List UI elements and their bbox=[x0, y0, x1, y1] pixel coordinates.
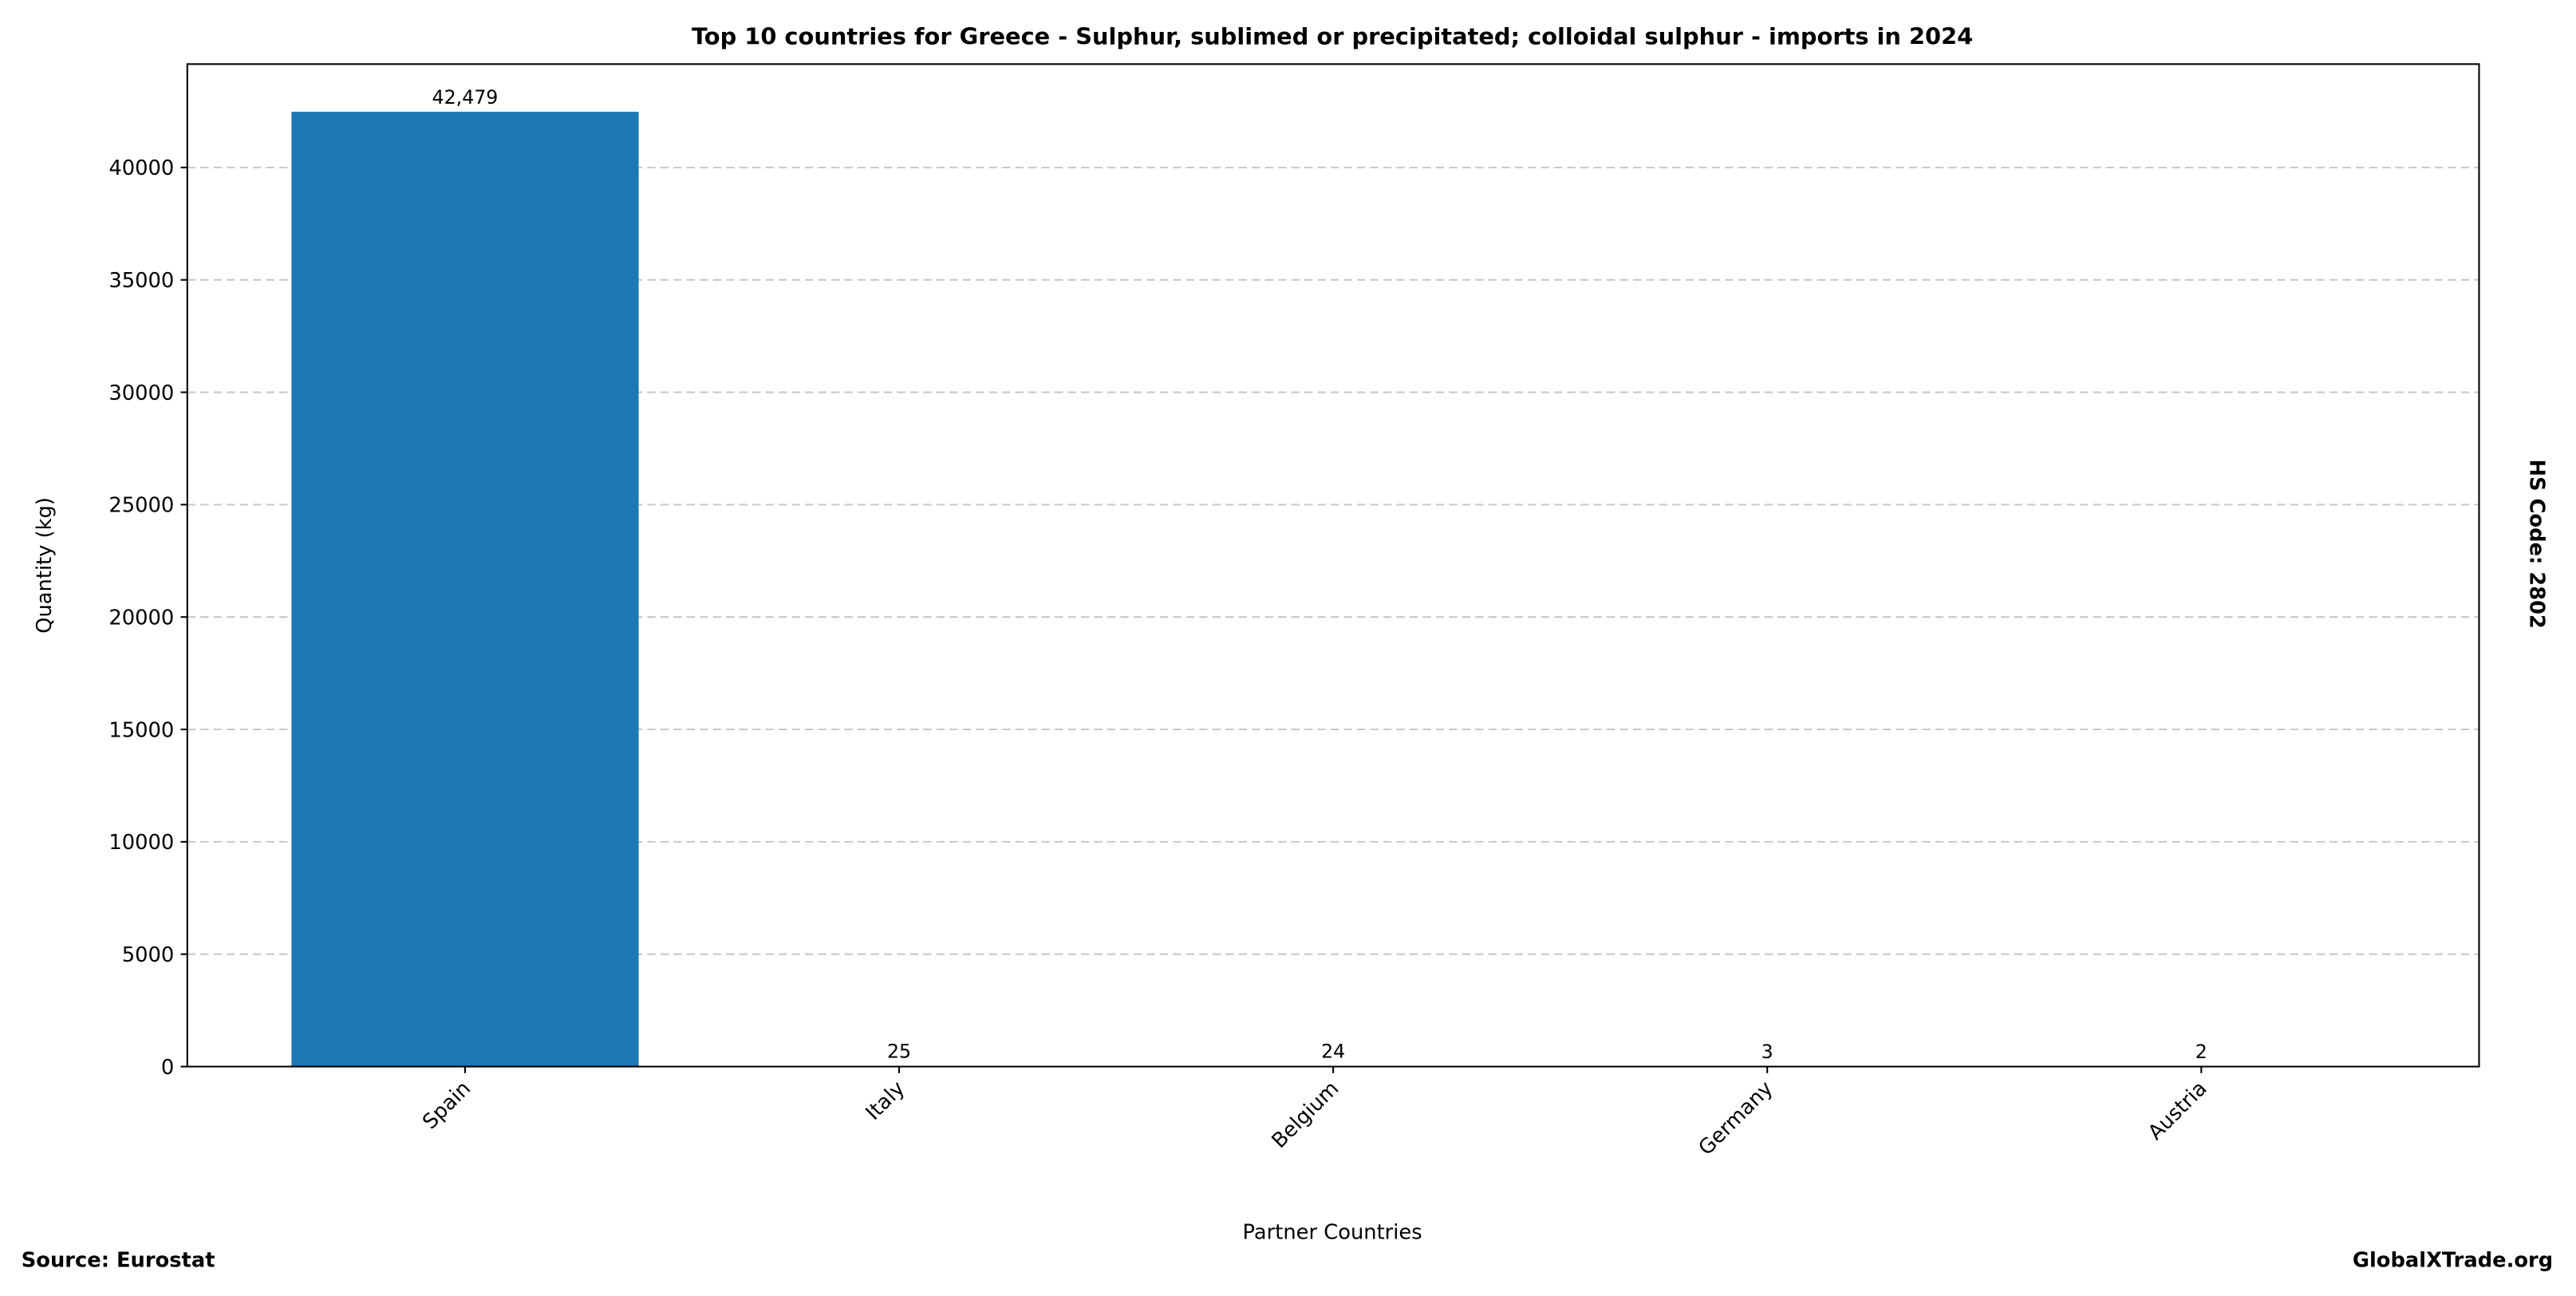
value-label: 42,479 bbox=[432, 86, 499, 109]
x-tick-label: Austria bbox=[2144, 1077, 2212, 1145]
y-tick-label: 15000 bbox=[108, 718, 174, 742]
value-label: 25 bbox=[887, 1041, 911, 1063]
x-tick-label: Italy bbox=[862, 1077, 910, 1125]
x-tick-label: Belgium bbox=[1267, 1077, 1343, 1153]
value-label: 2 bbox=[2195, 1041, 2207, 1063]
y-tick-label: 0 bbox=[161, 1056, 174, 1080]
x-axis-label: Partner Countries bbox=[1243, 1221, 1422, 1245]
source: Source: Eurostat bbox=[22, 1249, 215, 1273]
x-tick-label: Spain bbox=[418, 1077, 475, 1134]
y-axis-label: Quantity (kg) bbox=[33, 497, 57, 634]
y-tick-label: 40000 bbox=[108, 156, 174, 180]
y-tick-label: 20000 bbox=[108, 606, 174, 630]
value-label: 3 bbox=[1761, 1041, 1773, 1063]
y-tick-label: 35000 bbox=[108, 269, 174, 293]
value-label: 24 bbox=[1321, 1041, 1345, 1063]
x-tick-label: Germany bbox=[1694, 1077, 1778, 1160]
chart-title: Top 10 countries for Greece - Sulphur, s… bbox=[692, 23, 1973, 50]
plot-frame bbox=[186, 63, 2480, 1068]
y-tick-label: 25000 bbox=[108, 494, 174, 518]
side-label: HS Code: 2802 bbox=[2524, 459, 2548, 628]
credit: GlobalXTrade.org bbox=[2353, 1249, 2553, 1273]
y-tick-label: 5000 bbox=[122, 943, 174, 967]
y-tick-label: 30000 bbox=[108, 381, 174, 405]
y-tick-label: 10000 bbox=[108, 831, 174, 855]
plot-area: 0 5000 10000 15000 20000 25000 30000 35000 40000… bbox=[108, 63, 2480, 1160]
bar bbox=[291, 112, 639, 1067]
